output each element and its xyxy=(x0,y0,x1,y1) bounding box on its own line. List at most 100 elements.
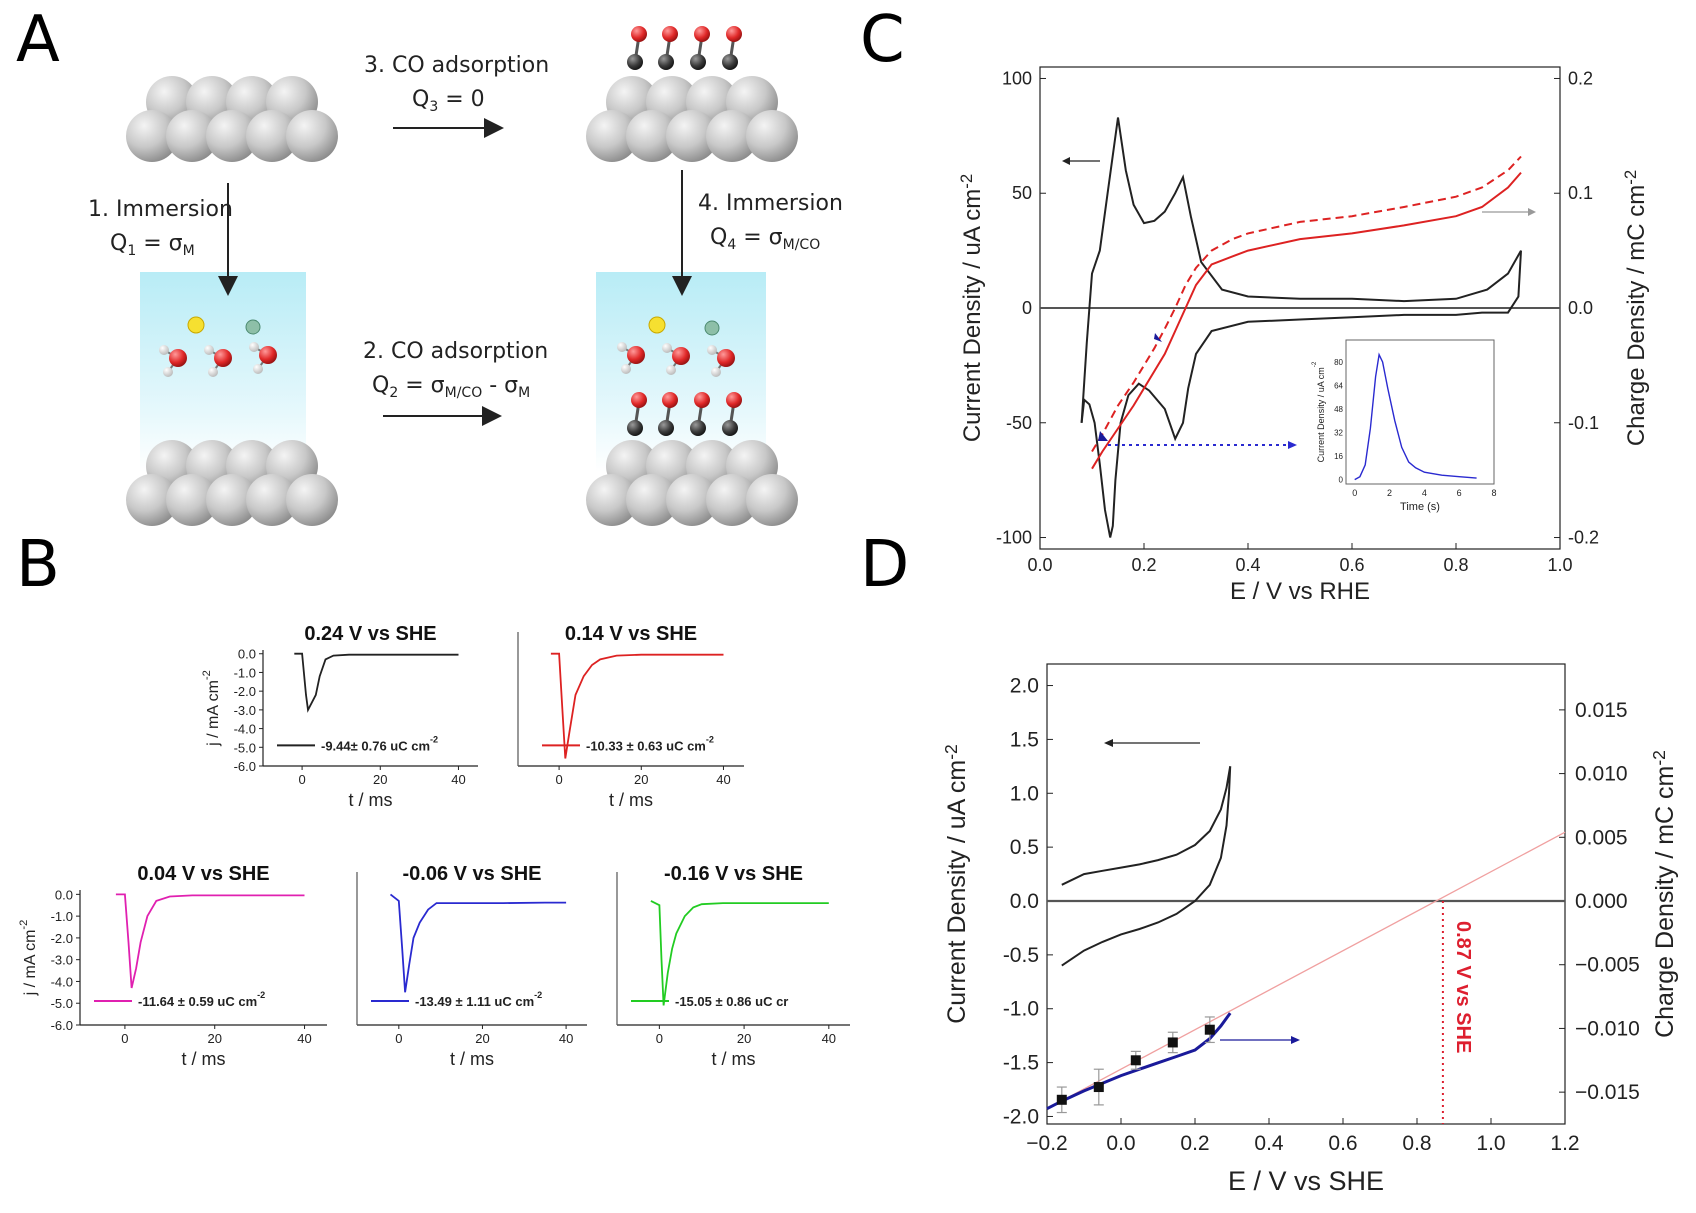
data-point xyxy=(1056,1094,1067,1105)
x-tick-label: 0.2 xyxy=(1131,555,1156,575)
step4-title: 4. Immersion xyxy=(698,191,843,216)
panel-d-chart: −0.2 0.0 0.2 0.4 0.6 0.8 1.0 1.2 2.0 1.5 1.0 0.5 0.0… xyxy=(941,663,1679,1196)
inset-y-tick-label: 0 xyxy=(1339,476,1344,485)
y-tick-label: -3.0 xyxy=(234,703,256,718)
inset-frame xyxy=(1345,339,1495,485)
series-line xyxy=(115,893,305,989)
series-CV-upper xyxy=(1061,766,1232,886)
x-tick-label: 40 xyxy=(559,1031,573,1046)
right-axis-arrowhead xyxy=(1291,1036,1300,1044)
x-axis-label: E / V vs RHE xyxy=(1230,578,1370,605)
y2-tick-label: 0.2 xyxy=(1568,68,1593,88)
y-tick-label: -4.0 xyxy=(51,974,73,989)
x-tick-label: 0.6 xyxy=(1328,1132,1357,1155)
x-tick-label: 1.2 xyxy=(1550,1132,1579,1155)
right-axis-arrowhead xyxy=(1528,208,1536,216)
y-tick-label: -1.0 xyxy=(1003,998,1039,1021)
inset-y-tick-label: 48 xyxy=(1334,405,1343,414)
y2-tick-label: 0.005 xyxy=(1575,826,1628,849)
y-tick-label: -1.0 xyxy=(234,665,256,680)
y-tick-label: -2.0 xyxy=(234,684,256,699)
inset-series xyxy=(1354,352,1477,481)
step1-equation: Q1 = σM xyxy=(110,231,195,259)
x-tick-label: 0.4 xyxy=(1254,1132,1284,1155)
x-axis-label: t / ms xyxy=(609,790,653,810)
step2-title: 2. CO adsorption xyxy=(363,339,548,364)
x-axis-label: t / ms xyxy=(450,1049,494,1069)
y-tick-label: 0.0 xyxy=(238,647,256,662)
panel-letter-d: D xyxy=(860,528,910,602)
legend-text: -15.05 ± 0.86 uC cr xyxy=(675,994,788,1009)
y-axis-label: j / mA cm-2 xyxy=(18,920,39,997)
panel-b-plot-5: 0 20 40 t / ms -0.16 V vs SHE -15.05 ± 0.86 u… xyxy=(616,863,850,1069)
y-tick-label: 100 xyxy=(1002,68,1032,88)
y-tick-label: -4.0 xyxy=(234,722,256,737)
series-line xyxy=(389,893,567,993)
step3-equation: Q3 = 0 xyxy=(412,87,485,115)
blue-marker xyxy=(1098,431,1108,441)
chart-title: -0.16 V vs SHE xyxy=(664,863,803,885)
series-charge xyxy=(1091,171,1522,470)
inset-x-tick-label: 0 xyxy=(1352,488,1357,498)
inset-pointer-head xyxy=(1288,441,1297,449)
water-molecules-right xyxy=(616,316,736,378)
water-molecules-left xyxy=(158,316,278,378)
data-point xyxy=(1167,1037,1178,1048)
x-axis-label: t / ms xyxy=(712,1049,756,1069)
panel-letter-c: C xyxy=(860,3,905,77)
x-tick-label: 0.8 xyxy=(1402,1132,1431,1155)
series-charge-dashed xyxy=(1091,155,1522,453)
data-point xyxy=(1093,1082,1104,1093)
y2-tick-label: −0.005 xyxy=(1575,954,1640,977)
y-tick-label: -1.5 xyxy=(1003,1052,1039,1075)
y-tick-label: 0.0 xyxy=(55,887,73,902)
legend-text: -10.33 ± 0.63 uC cm-2 xyxy=(586,734,714,753)
series-charge xyxy=(1046,1012,1232,1111)
series-CV-cathodic xyxy=(1080,250,1522,538)
legend-text: -11.64 ± 0.59 uC cm-2 xyxy=(138,990,265,1009)
panel-b-plot-1: 0.0 -1.0 -2.0 -3.0 -4.0 -5.0 -6.0 j / mA cm-2 0 2… xyxy=(201,623,478,810)
step2-equation: Q2 = σM/CO - σM xyxy=(372,373,530,401)
y-tick-label: 0.0 xyxy=(1010,890,1039,913)
x-tick-label: 20 xyxy=(207,1031,221,1046)
y-tick-label: -5.0 xyxy=(234,740,256,755)
panel-a-schematic: 1. Immersion Q1 = σM 3. CO adsorption Q3… xyxy=(88,24,843,526)
plot-frame xyxy=(1046,663,1566,1125)
panel-b-plot-2: 0 20 40 t / ms 0.14 V vs SHE -10.33 ± 0.63 uC… xyxy=(517,623,744,810)
y-tick-label: 1.0 xyxy=(1010,782,1039,805)
x-tick-label: 0.4 xyxy=(1235,555,1260,575)
x-axis-label: t / ms xyxy=(349,790,393,810)
x-tick-label: 0 xyxy=(298,772,305,787)
y2-tick-label: 0.1 xyxy=(1568,183,1593,203)
x-tick-label: 0 xyxy=(656,1031,663,1046)
x-tick-label: 1.0 xyxy=(1547,555,1572,575)
series-CV-anodic xyxy=(1080,117,1522,423)
x-tick-label: −0.2 xyxy=(1026,1132,1067,1155)
y-tick-label: 1.5 xyxy=(1010,728,1039,751)
y2-tick-label: −0.010 xyxy=(1575,1017,1640,1040)
blue-marker xyxy=(1154,333,1162,342)
inset-x-tick-label: 6 xyxy=(1457,488,1462,498)
x-axis-label: t / ms xyxy=(182,1049,226,1069)
y-tick-label: -100 xyxy=(996,528,1032,548)
inset-y-tick-label: 16 xyxy=(1334,452,1343,461)
legend-text: -13.49 ± 1.11 uC cm-2 xyxy=(415,990,542,1009)
y-tick-label: 2.0 xyxy=(1010,675,1039,698)
inset-x-tick-label: 4 xyxy=(1422,488,1427,498)
data-point xyxy=(1204,1024,1215,1035)
y2-tick-label: -0.1 xyxy=(1568,413,1599,433)
y-tick-label: -5.0 xyxy=(51,996,73,1011)
y-tick-label: 0.5 xyxy=(1010,836,1039,859)
x-tick-label: 20 xyxy=(373,772,387,787)
step1-title: 1. Immersion xyxy=(88,197,233,222)
x-tick-label: 20 xyxy=(634,772,648,787)
x-axis-label: E / V vs SHE xyxy=(1228,1166,1384,1196)
series-line xyxy=(294,652,459,713)
y2-tick-label: -0.2 xyxy=(1568,528,1599,548)
chart-title: -0.06 V vs SHE xyxy=(403,863,542,885)
y-tick-label: -3.0 xyxy=(51,953,73,968)
panel-b-plot-3: 0.0 -1.0 -2.0 -3.0 -4.0 -5.0 -6.0 j / mA cm-2 0 2… xyxy=(18,863,327,1069)
y2-axis-label: Charge Density / mC cm-2 xyxy=(1649,750,1679,1038)
